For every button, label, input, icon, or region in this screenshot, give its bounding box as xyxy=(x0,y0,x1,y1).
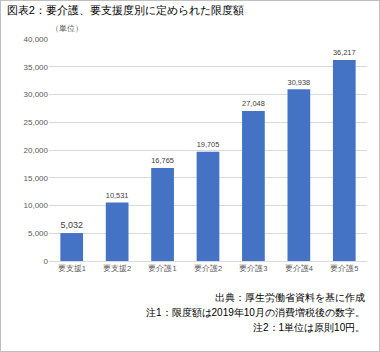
svg-text:15,000: 15,000 xyxy=(24,174,49,183)
svg-text:27,048: 27,048 xyxy=(242,99,265,108)
svg-text:35,000: 35,000 xyxy=(24,63,49,72)
svg-text:25,000: 25,000 xyxy=(24,118,49,127)
svg-text:要介護4: 要介護4 xyxy=(285,264,313,273)
svg-text:19,705: 19,705 xyxy=(197,140,220,149)
svg-text:図表2：要介護、要支援度別に定められた限度額: 図表2：要介護、要支援度別に定められた限度額 xyxy=(7,4,244,16)
svg-text:要支援1: 要支援1 xyxy=(58,264,86,273)
svg-text:要支援2: 要支援2 xyxy=(103,264,131,273)
svg-text:要介護3: 要介護3 xyxy=(239,264,267,273)
svg-text:10,531: 10,531 xyxy=(106,191,129,200)
svg-text:5,000: 5,000 xyxy=(28,229,49,238)
svg-text:40,000: 40,000 xyxy=(24,35,49,44)
svg-text:10,000: 10,000 xyxy=(24,201,49,210)
svg-text:30,000: 30,000 xyxy=(24,90,49,99)
svg-text:注1：限度額は2019年10月の消費増税後の数字。: 注1：限度額は2019年10月の消費増税後の数字。 xyxy=(146,307,365,318)
svg-text:36,217: 36,217 xyxy=(333,48,356,57)
svg-text:出典：厚生労働省資料を基に作成: 出典：厚生労働省資料を基に作成 xyxy=(215,292,365,303)
svg-text:注2：1単位は原則10円。: 注2：1単位は原則10円。 xyxy=(253,322,365,333)
svg-text:16,765: 16,765 xyxy=(151,156,174,165)
svg-text:30,938: 30,938 xyxy=(288,78,311,87)
svg-text:（単位）: （単位） xyxy=(51,24,83,33)
svg-text:要介護5: 要介護5 xyxy=(330,264,358,273)
svg-text:要介護2: 要介護2 xyxy=(194,264,222,273)
svg-text:5,032: 5,032 xyxy=(60,220,83,230)
svg-text:20,000: 20,000 xyxy=(24,146,49,155)
svg-text:要介護1: 要介護1 xyxy=(148,264,176,273)
svg-text:0: 0 xyxy=(44,257,49,266)
